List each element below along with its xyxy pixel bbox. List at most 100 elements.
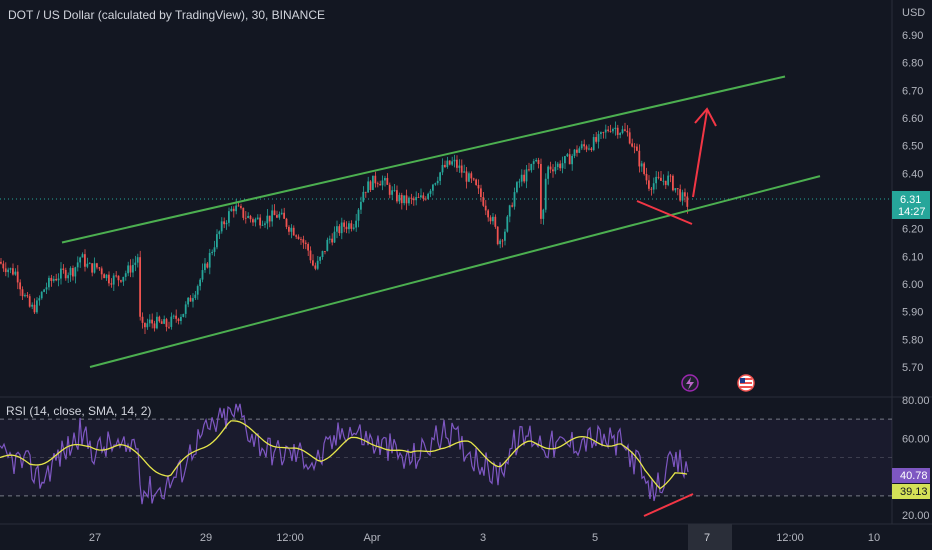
candle-body[interactable] [192,298,194,302]
candle-body[interactable] [105,274,108,279]
candle-body[interactable] [573,149,576,156]
candle-body[interactable] [568,154,571,165]
candle-body[interactable] [336,226,338,232]
candle-body[interactable] [242,207,245,218]
candle-body[interactable] [170,316,173,327]
candle-body[interactable] [79,257,81,263]
candle-body[interactable] [338,226,341,234]
candle-body[interactable] [136,257,139,263]
candle-body[interactable] [463,171,465,173]
candle-body[interactable] [117,275,120,281]
candle-body[interactable] [420,195,422,198]
candle-body[interactable] [132,264,134,273]
candle-body[interactable] [232,208,235,212]
candle-body[interactable] [494,216,497,227]
candle-body[interactable] [453,159,456,162]
candle-body[interactable] [590,148,593,151]
candle-body[interactable] [271,210,273,222]
candle-body[interactable] [91,263,93,273]
candle-body[interactable] [151,319,153,324]
candle-body[interactable] [115,275,117,277]
candle-body[interactable] [314,265,317,269]
candle-body[interactable] [302,239,305,243]
candle-body[interactable] [554,166,557,172]
candle-body[interactable] [280,212,283,215]
candle-body[interactable] [360,201,362,210]
lightning-icon[interactable] [681,374,699,392]
candle-body[interactable] [499,240,501,245]
candle-body[interactable] [436,180,439,184]
candle-body[interactable] [285,218,288,227]
candle-body[interactable] [460,165,463,173]
candle-body[interactable] [127,265,129,274]
candle-body[interactable] [609,130,612,132]
candle-body[interactable] [607,129,609,131]
candle-body[interactable] [367,181,369,193]
candle-body[interactable] [124,273,127,277]
candle-body[interactable] [120,280,122,282]
candle-body[interactable] [364,191,367,193]
candle-body[interactable] [638,150,641,167]
candle-body[interactable] [295,235,297,237]
candle-body[interactable] [439,172,441,181]
candle-body[interactable] [213,247,216,252]
candle-body[interactable] [50,277,53,281]
candle-body[interactable] [525,169,528,182]
candle-body[interactable] [19,282,21,290]
candle-body[interactable] [218,231,221,235]
candle-body[interactable] [199,279,201,287]
candle-body[interactable] [468,173,470,182]
candle-body[interactable] [321,251,324,257]
candle-body[interactable] [645,173,648,181]
candle-body[interactable] [247,215,249,218]
candle-body[interactable] [655,176,657,184]
candle-body[interactable] [165,319,168,327]
candle-body[interactable] [288,226,290,232]
candle-body[interactable] [74,267,77,277]
candle-body[interactable] [163,319,165,324]
candle-body[interactable] [204,263,206,271]
candle-body[interactable] [441,164,444,173]
candle-body[interactable] [523,174,525,182]
candle-body[interactable] [69,268,72,276]
candle-body[interactable] [300,239,302,240]
candle-body[interactable] [480,188,482,198]
candle-body[interactable] [542,209,545,219]
candle-body[interactable] [184,304,187,314]
candle-body[interactable] [84,254,86,267]
candle-body[interactable] [544,178,547,210]
candle-body[interactable] [278,214,281,218]
candle-body[interactable] [396,190,398,202]
candle-body[interactable] [657,176,660,178]
candle-body[interactable] [266,215,269,224]
candle-body[interactable] [628,132,631,144]
candle-body[interactable] [458,165,461,168]
candle-body[interactable] [93,263,96,273]
candle-body[interactable] [504,231,506,241]
candle-body[interactable] [100,268,103,275]
candle-body[interactable] [477,184,480,189]
time-axis-labels[interactable]: 27 29 12:00 Apr 3 5 7 12:00 10 [89,532,880,544]
candle-body[interactable] [237,205,240,207]
candle-body[interactable] [16,271,19,283]
candle-body[interactable] [62,268,65,270]
candle-body[interactable] [664,180,667,185]
candle-body[interactable] [316,260,319,269]
candle-body[interactable] [652,183,655,190]
candle-body[interactable] [412,198,415,201]
candle-body[interactable] [415,197,417,201]
candle-body[interactable] [352,227,355,229]
candle-body[interactable] [256,217,259,220]
candle-body[interactable] [141,316,144,323]
candle-body[interactable] [583,144,585,147]
candle-body[interactable] [139,257,141,317]
candle-body[interactable] [672,175,674,191]
candle-body[interactable] [189,297,192,302]
candle-body[interactable] [400,194,403,204]
candle-body[interactable] [7,269,9,273]
candle-body[interactable] [578,148,581,153]
candle-body[interactable] [684,192,686,197]
candle-body[interactable] [88,263,91,265]
candle-body[interactable] [621,129,624,134]
candle-body[interactable] [636,146,638,151]
